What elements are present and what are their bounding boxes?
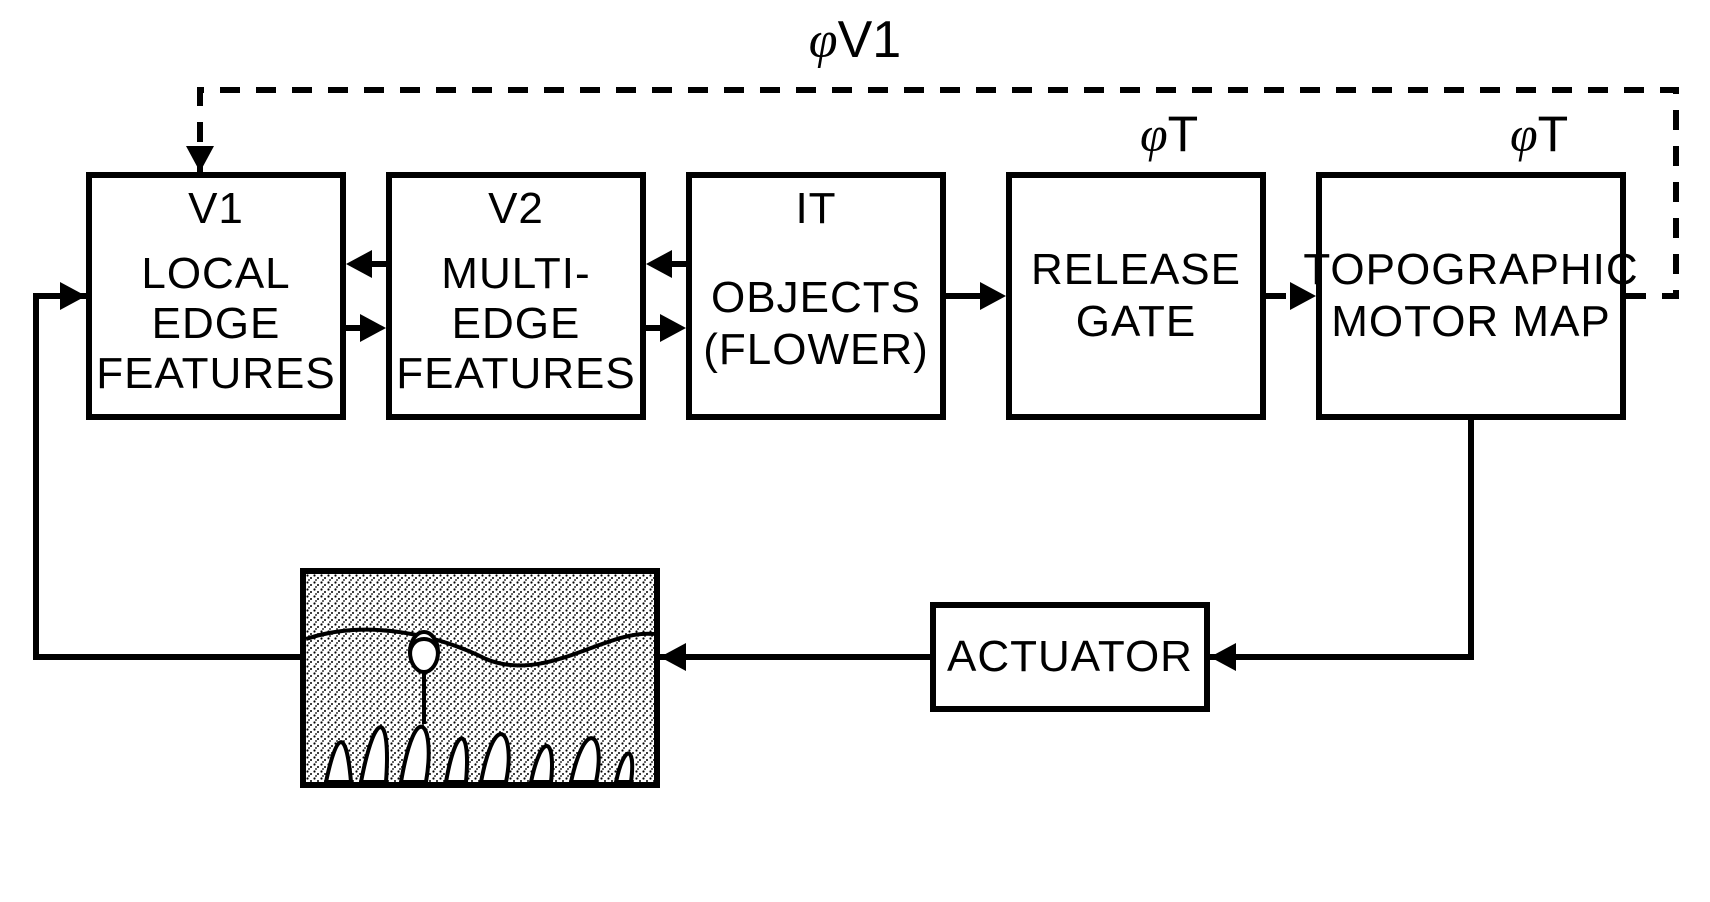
node-it-header: IT: [795, 184, 836, 234]
edges-layer: [0, 0, 1710, 902]
node-v1-line-1: EDGE: [152, 299, 281, 349]
node-it-line-0: OBJECTS: [711, 272, 921, 324]
node-gate-body: RELEASE GATE: [1031, 178, 1241, 414]
phi-t-text-2: φT: [1510, 106, 1568, 162]
diagram-canvas: φV1 φT φT V1 LOCAL EDGE FEATURES V2 MULT…: [0, 0, 1710, 902]
phi-v1-text: φV1: [809, 11, 901, 69]
node-v2-header: V2: [488, 184, 544, 234]
node-v2-line-2: FEATURES: [396, 349, 635, 399]
node-v1-line-0: LOCAL: [141, 249, 290, 299]
phi-v1-label: φV1: [0, 10, 1710, 70]
node-v2-line-0: MULTI-: [441, 249, 590, 299]
node-v2-line-1: EDGE: [452, 299, 581, 349]
node-motor-line-0: TOPOGRAPHIC: [1303, 244, 1638, 296]
node-v1-body: LOCAL EDGE FEATURES: [96, 234, 335, 414]
node-motor-body: TOPOGRAPHIC MOTOR MAP: [1303, 178, 1638, 414]
scene-image: [300, 568, 660, 788]
node-v2-body: MULTI- EDGE FEATURES: [396, 234, 635, 414]
phi-t-label-2: φT: [1510, 105, 1568, 163]
node-it-body: OBJECTS (FLOWER): [703, 234, 929, 414]
scene-illustration: [306, 574, 654, 782]
node-actuator-line-0: ACTUATOR: [947, 631, 1193, 683]
node-v2: V2 MULTI- EDGE FEATURES: [386, 172, 646, 420]
node-it: IT OBJECTS (FLOWER): [686, 172, 946, 420]
node-release-gate: RELEASE GATE: [1006, 172, 1266, 420]
node-gate-line-0: RELEASE: [1031, 244, 1241, 296]
phi-t-label-1: φT: [1140, 105, 1198, 163]
node-it-line-1: (FLOWER): [703, 324, 929, 376]
node-v1: V1 LOCAL EDGE FEATURES: [86, 172, 346, 420]
node-motor-map: TOPOGRAPHIC MOTOR MAP: [1316, 172, 1626, 420]
node-actuator: ACTUATOR: [930, 602, 1210, 712]
node-gate-line-1: GATE: [1076, 296, 1197, 348]
phi-t-text-1: φT: [1140, 106, 1198, 162]
node-actuator-body: ACTUATOR: [947, 608, 1193, 706]
node-motor-line-1: MOTOR MAP: [1331, 296, 1611, 348]
node-v1-header: V1: [188, 184, 244, 234]
node-v1-line-2: FEATURES: [96, 349, 335, 399]
